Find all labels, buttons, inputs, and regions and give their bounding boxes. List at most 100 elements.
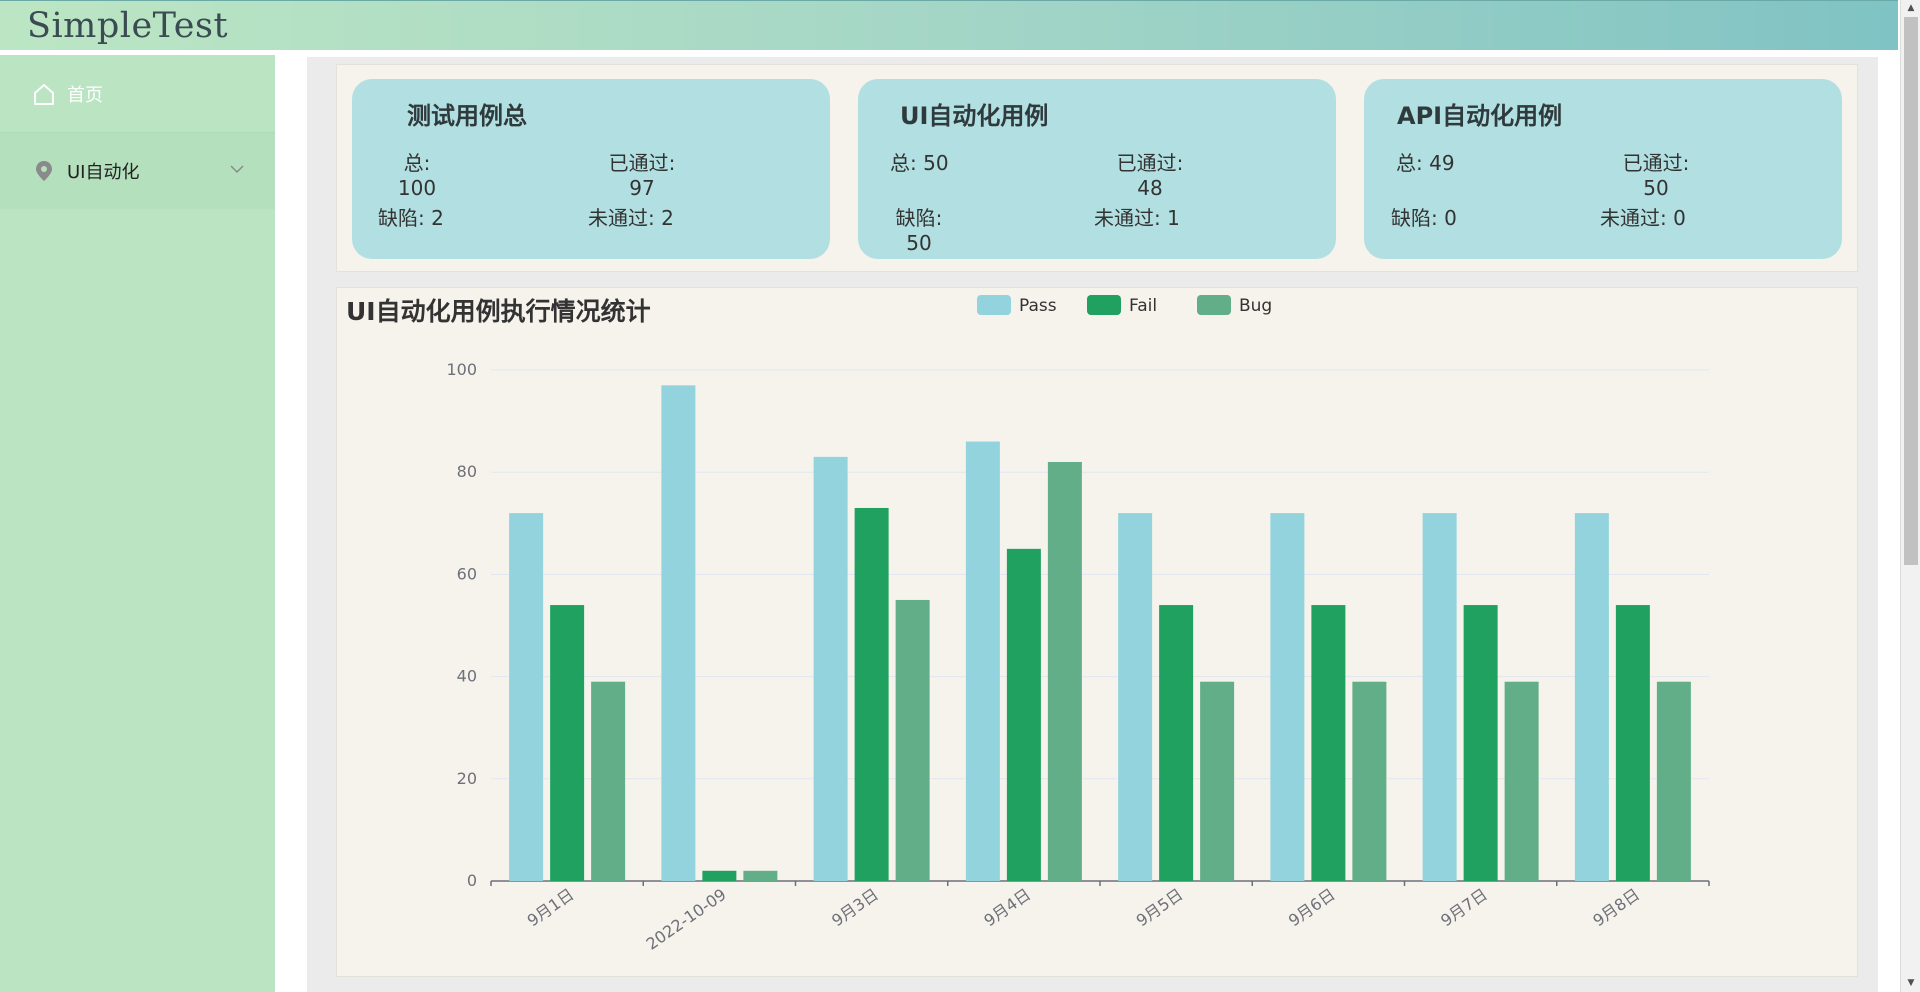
sidebar-item-label: UI自动化 bbox=[67, 162, 140, 183]
bar-chart: 0 20 40 60 80 100 9月1日 2022-10-09 9月3日 9月4日 9月5日 9月… bbox=[446, 295, 1710, 954]
total-value: 49 bbox=[1429, 151, 1455, 175]
sidebar-item-ui-automation[interactable]: UI自动化 bbox=[0, 132, 275, 209]
chevron-down-icon[interactable] bbox=[229, 161, 245, 177]
bar-bug bbox=[1200, 681, 1235, 881]
bar-bug bbox=[1656, 681, 1691, 881]
bar-bug bbox=[1352, 681, 1387, 881]
y-tick-label: 0 bbox=[467, 871, 477, 890]
vertical-scrollbar[interactable]: ▲ ▼ bbox=[1900, 0, 1920, 992]
failed-label: 未通过: bbox=[1600, 206, 1667, 230]
bar-pass bbox=[1118, 513, 1153, 881]
main-content: 测试用例总 总: 100 已通过: 97 缺陷: 2 未通过: 2 UI自动化用… bbox=[307, 57, 1878, 992]
bug-label: 缺陷: bbox=[895, 206, 943, 230]
failed-label: 未通过: bbox=[1094, 206, 1161, 230]
bar-fail bbox=[854, 507, 889, 881]
x-tick-label: 9月8日 bbox=[1589, 885, 1643, 931]
passed-value: 50 bbox=[1643, 176, 1669, 200]
bar-fail bbox=[1311, 605, 1346, 881]
location-pin-icon bbox=[36, 161, 52, 181]
y-tick-label: 60 bbox=[457, 564, 477, 583]
passed-value: 48 bbox=[1137, 176, 1163, 200]
bar-pass bbox=[661, 385, 696, 881]
bar-fail bbox=[702, 870, 737, 881]
bug-value: 50 bbox=[906, 231, 932, 255]
bar-pass bbox=[1270, 513, 1305, 881]
passed-stat: 已通过: 50 bbox=[1596, 151, 1716, 201]
failed-label: 未通过: bbox=[588, 206, 655, 230]
bug-stat: 缺陷: 0 bbox=[1391, 206, 1457, 231]
bug-stat: 缺陷: 50 bbox=[884, 206, 954, 256]
stat-card-ui: UI自动化用例 总: 50 已通过: 48 缺陷: 50 未通过: 1 bbox=[858, 79, 1336, 259]
passed-label: 已通过: bbox=[1622, 151, 1690, 175]
failed-stat: 未通过: 2 bbox=[588, 206, 674, 231]
card-title: 测试用例总 bbox=[407, 102, 527, 130]
failed-value: 2 bbox=[661, 206, 674, 230]
bug-label: 缺陷: bbox=[378, 206, 425, 230]
bar-pass bbox=[509, 513, 544, 881]
x-tick-label: 9月3日 bbox=[828, 885, 882, 931]
bar-bug bbox=[1047, 461, 1082, 881]
bar-pass bbox=[1574, 513, 1609, 881]
passed-value: 97 bbox=[629, 176, 655, 200]
y-tick-label: 40 bbox=[457, 667, 477, 686]
legend-label[interactable]: Bug bbox=[1239, 296, 1272, 316]
sidebar-item-label: 首页 bbox=[67, 84, 103, 106]
scroll-down-arrow-icon[interactable]: ▼ bbox=[1907, 978, 1915, 988]
scroll-thumb[interactable] bbox=[1904, 17, 1918, 565]
legend-swatch bbox=[1087, 295, 1121, 315]
bug-stat: 缺陷: 2 bbox=[378, 206, 444, 231]
bar-bug bbox=[1504, 681, 1539, 881]
bar-fail bbox=[1615, 605, 1650, 881]
bug-value: 2 bbox=[431, 206, 444, 230]
bar-fail bbox=[1159, 605, 1194, 881]
bar-bug bbox=[591, 681, 626, 881]
bug-value: 0 bbox=[1444, 206, 1457, 230]
card-title: API自动化用例 bbox=[1397, 102, 1563, 130]
bar-fail bbox=[1463, 605, 1498, 881]
x-tick-label: 9月4日 bbox=[980, 885, 1034, 931]
home-icon bbox=[34, 83, 54, 105]
total-stat: 总: 50 bbox=[890, 151, 949, 176]
stat-card-api: API自动化用例 总: 49 已通过: 50 缺陷: 0 未通过: 0 bbox=[1364, 79, 1842, 259]
x-tick-label: 2022-10-09 bbox=[643, 885, 730, 954]
total-value: 100 bbox=[397, 176, 437, 200]
bar-bug bbox=[743, 870, 778, 881]
total-value: 50 bbox=[923, 151, 949, 175]
x-tick-label: 9月5日 bbox=[1133, 885, 1187, 931]
total-label: 总: bbox=[890, 151, 917, 175]
bar-pass bbox=[813, 456, 848, 881]
y-tick-label: 80 bbox=[457, 462, 477, 481]
total-label: 总: bbox=[403, 151, 431, 175]
passed-stat: 已通过: 48 bbox=[1090, 151, 1210, 201]
top-header: SimpleTest bbox=[0, 0, 1898, 50]
passed-label: 已通过: bbox=[608, 151, 676, 175]
scroll-up-arrow-icon[interactable]: ▲ bbox=[1907, 3, 1915, 13]
card-title: UI自动化用例 bbox=[900, 102, 1049, 130]
stats-panel: 测试用例总 总: 100 已通过: 97 缺陷: 2 未通过: 2 UI自动化用… bbox=[336, 64, 1858, 272]
x-tick-label: 9月1日 bbox=[524, 885, 578, 931]
legend-label[interactable]: Pass bbox=[1019, 296, 1057, 316]
failed-value: 0 bbox=[1673, 206, 1686, 230]
bar-bug bbox=[895, 599, 930, 881]
sidebar-item-home[interactable]: 首页 bbox=[0, 55, 275, 132]
passed-label: 已通过: bbox=[1116, 151, 1184, 175]
app-logo-title: SimpleTest bbox=[27, 6, 229, 46]
failed-value: 1 bbox=[1167, 206, 1180, 230]
legend-swatch bbox=[1197, 295, 1231, 315]
legend-swatch bbox=[977, 295, 1011, 315]
sidebar: 首页 UI自动化 bbox=[0, 55, 275, 992]
passed-stat: 已通过: 97 bbox=[582, 151, 702, 201]
legend-label[interactable]: Fail bbox=[1129, 296, 1157, 316]
chart-title: UI自动化用例执行情况统计 bbox=[346, 297, 651, 326]
chart-panel: UI自动化用例执行情况统计 0 20 40 60 80 100 9月1日 2022-10-09… bbox=[336, 287, 1858, 977]
y-tick-label: 20 bbox=[457, 769, 477, 788]
total-label: 总: bbox=[1396, 151, 1423, 175]
failed-stat: 未通过: 0 bbox=[1600, 206, 1686, 231]
bar-pass bbox=[965, 441, 1000, 881]
bug-label: 缺陷: bbox=[1391, 206, 1438, 230]
y-tick-label: 100 bbox=[446, 360, 477, 379]
total-stat: 总: 100 bbox=[382, 151, 452, 201]
failed-stat: 未通过: 1 bbox=[1094, 206, 1180, 231]
x-tick-label: 9月6日 bbox=[1285, 885, 1339, 931]
total-stat: 总: 49 bbox=[1396, 151, 1455, 176]
